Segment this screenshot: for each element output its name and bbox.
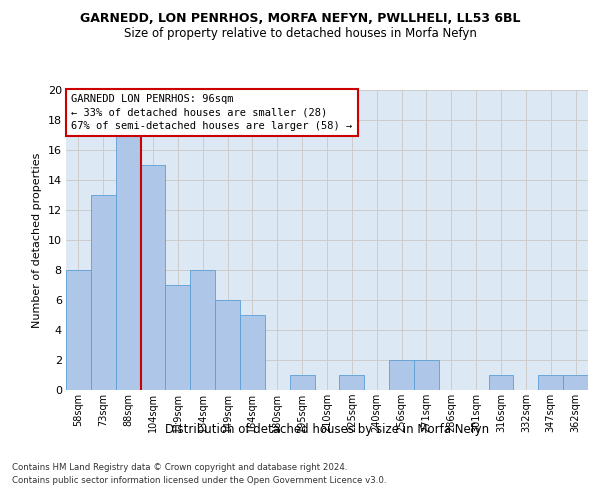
Bar bbox=[166, 285, 190, 390]
Text: GARNEDD, LON PENRHOS, MORFA NEFYN, PWLLHELI, LL53 6BL: GARNEDD, LON PENRHOS, MORFA NEFYN, PWLLH… bbox=[80, 12, 520, 26]
Text: GARNEDD LON PENRHOS: 96sqm
← 33% of detached houses are smaller (28)
67% of semi: GARNEDD LON PENRHOS: 96sqm ← 33% of deta… bbox=[71, 94, 352, 131]
Bar bbox=[414, 360, 439, 390]
Text: Contains public sector information licensed under the Open Government Licence v3: Contains public sector information licen… bbox=[12, 476, 386, 485]
Bar bbox=[116, 135, 140, 390]
Bar bbox=[290, 375, 314, 390]
Text: Contains HM Land Registry data © Crown copyright and database right 2024.: Contains HM Land Registry data © Crown c… bbox=[12, 464, 347, 472]
Bar bbox=[66, 270, 91, 390]
Bar bbox=[563, 375, 588, 390]
Bar bbox=[190, 270, 215, 390]
Bar bbox=[91, 195, 116, 390]
Bar bbox=[389, 360, 414, 390]
Bar bbox=[488, 375, 514, 390]
Text: Size of property relative to detached houses in Morfa Nefyn: Size of property relative to detached ho… bbox=[124, 28, 476, 40]
Bar bbox=[140, 165, 166, 390]
Text: Distribution of detached houses by size in Morfa Nefyn: Distribution of detached houses by size … bbox=[165, 422, 489, 436]
Bar bbox=[538, 375, 563, 390]
Bar bbox=[240, 315, 265, 390]
Bar bbox=[340, 375, 364, 390]
Y-axis label: Number of detached properties: Number of detached properties bbox=[32, 152, 42, 328]
Bar bbox=[215, 300, 240, 390]
